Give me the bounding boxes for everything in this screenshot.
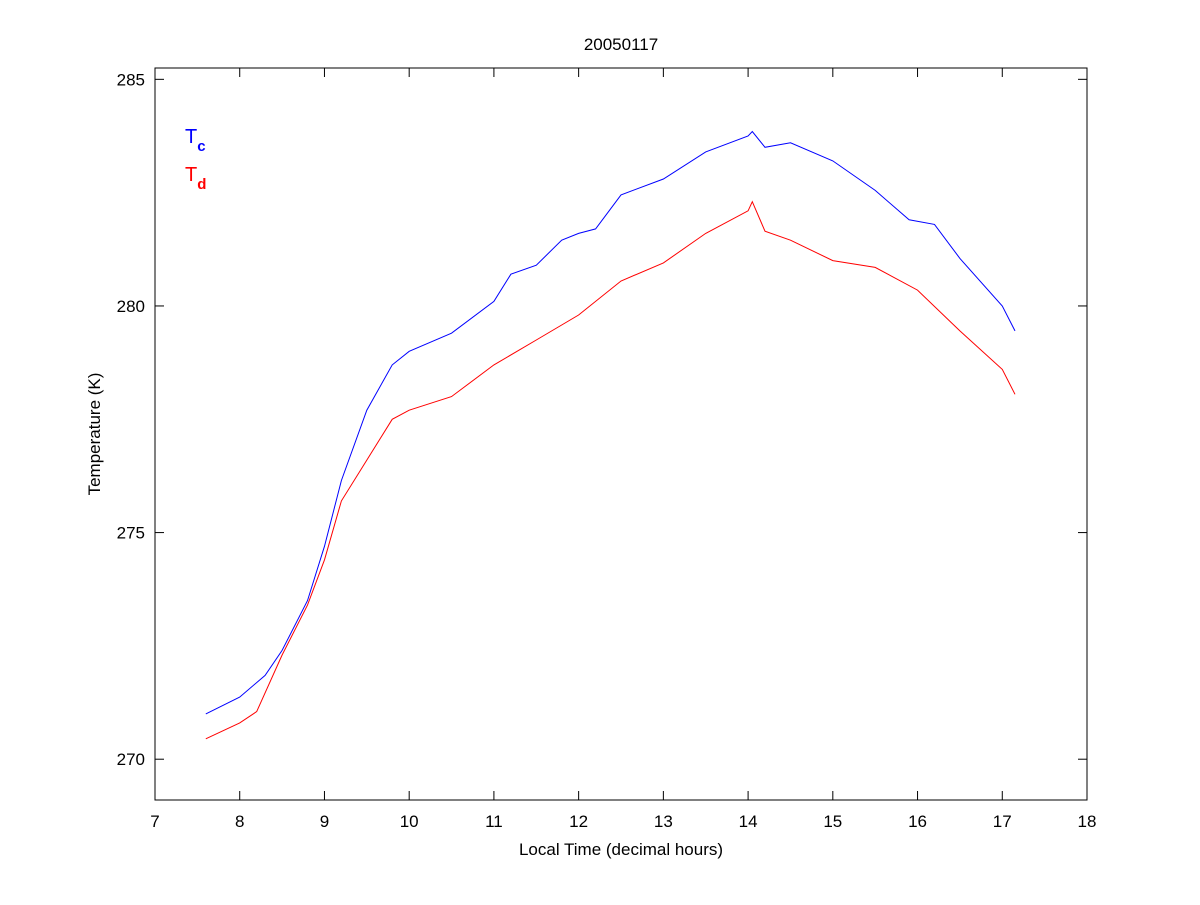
y-axis-label: Temperature (K)	[85, 373, 104, 496]
x-tick-label: 12	[569, 812, 588, 831]
legend-entry: Td	[185, 164, 206, 193]
x-tick-label: 8	[235, 812, 244, 831]
x-tick-label: 16	[908, 812, 927, 831]
y-tick-label: 280	[117, 297, 145, 316]
series-line-Td	[205, 200, 1016, 740]
series-line-Tc	[205, 130, 1016, 715]
y-tick-label: 270	[117, 750, 145, 769]
legend: Tc Td	[185, 126, 206, 193]
x-tick-label: 11	[485, 812, 503, 831]
x-tick-label: 10	[400, 812, 419, 831]
x-tick-label: 13	[654, 812, 673, 831]
x-tick-label: 15	[823, 812, 842, 831]
legend-entry: Tc	[185, 126, 206, 155]
axes-box	[154, 67, 1088, 801]
x-tick-label: 17	[993, 812, 1012, 831]
x-tick-label: 18	[1078, 812, 1097, 831]
y-tick-label: 275	[117, 524, 145, 543]
x-tick-label: 7	[150, 812, 159, 831]
x-tick-label: 14	[739, 812, 758, 831]
y-tick-label: 285	[117, 70, 145, 89]
x-axis-label: Local Time (decimal hours)	[519, 840, 723, 859]
chart-title: 20050117	[584, 35, 658, 54]
x-tick-label: 9	[320, 812, 329, 831]
